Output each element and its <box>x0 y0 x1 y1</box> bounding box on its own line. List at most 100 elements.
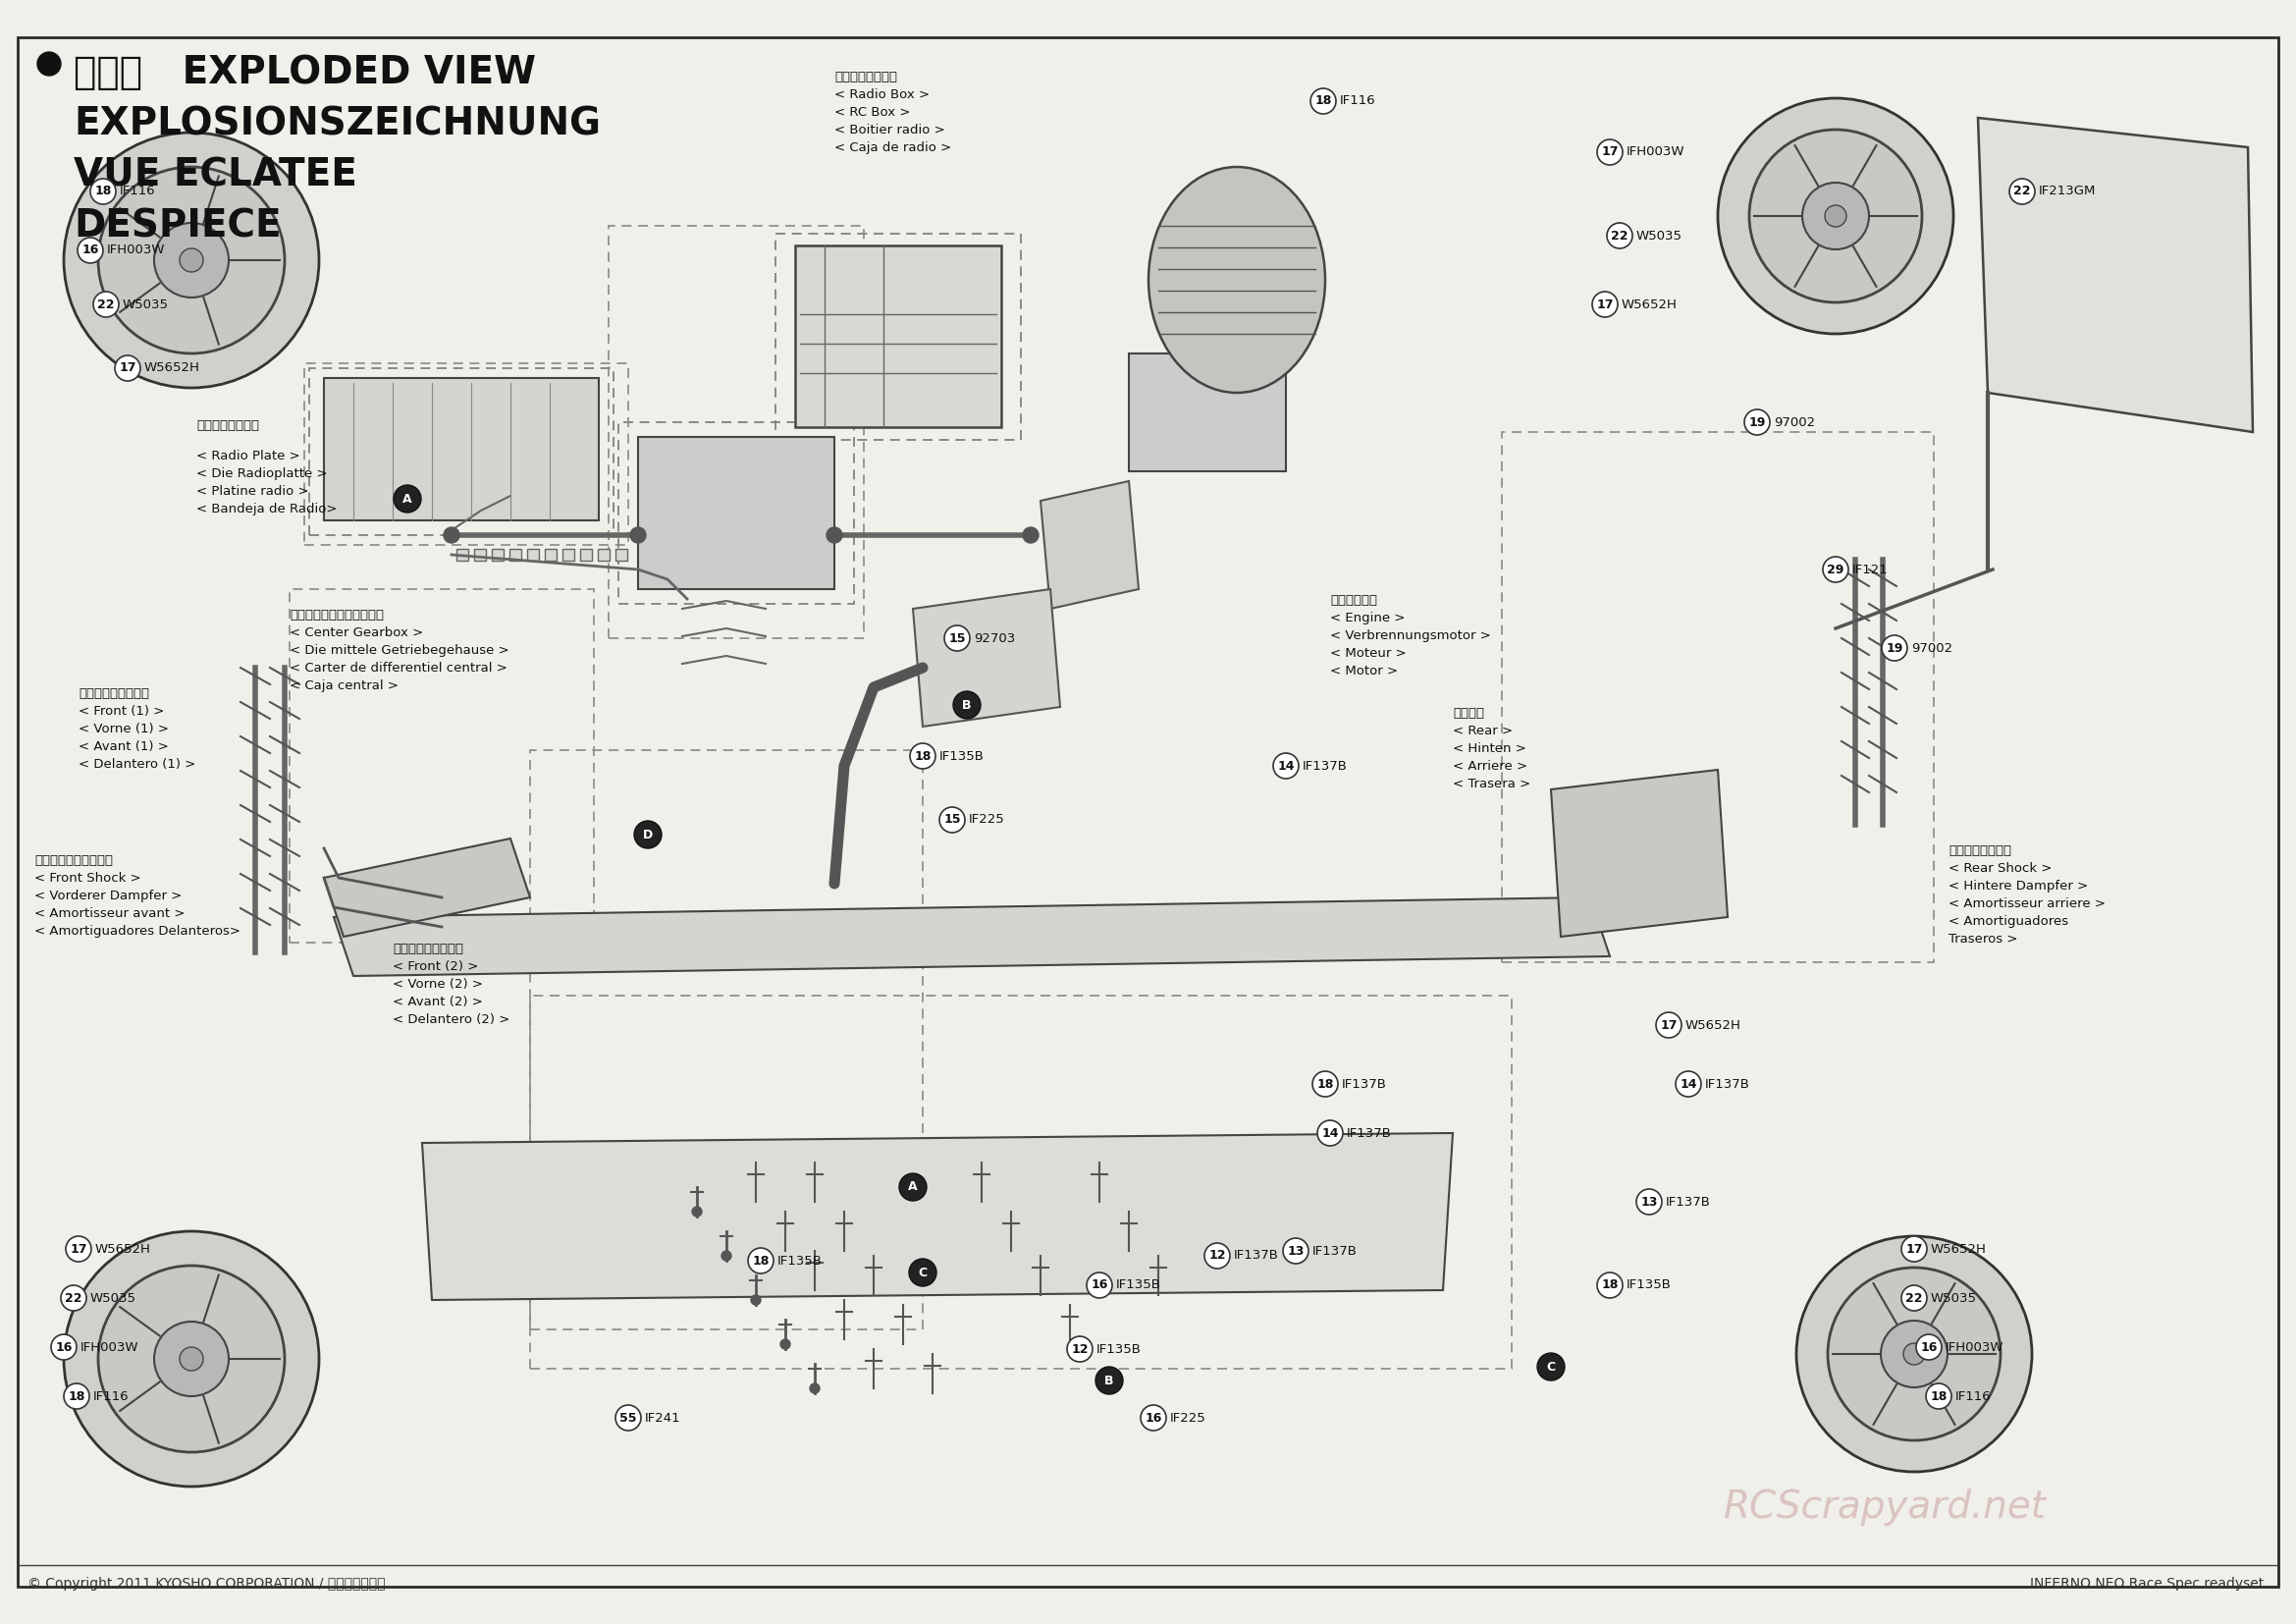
Circle shape <box>67 1236 92 1262</box>
Bar <box>597 549 608 560</box>
Text: D: D <box>643 828 652 841</box>
Circle shape <box>115 356 140 382</box>
Circle shape <box>1095 1367 1123 1395</box>
Text: ＜フロント（１）＞: ＜フロント（１）＞ <box>78 687 149 700</box>
Circle shape <box>900 1173 928 1200</box>
Circle shape <box>827 528 843 542</box>
Circle shape <box>1205 1242 1231 1268</box>
Polygon shape <box>324 838 530 937</box>
Text: 18: 18 <box>69 1390 85 1403</box>
Text: 17: 17 <box>1906 1242 1922 1255</box>
Text: 22: 22 <box>64 1291 83 1304</box>
Circle shape <box>1901 1236 1926 1262</box>
Text: IF116: IF116 <box>1341 94 1375 107</box>
Circle shape <box>94 292 119 317</box>
Text: 17: 17 <box>119 362 135 375</box>
Circle shape <box>909 1259 937 1286</box>
Text: 16: 16 <box>1091 1278 1109 1291</box>
Text: C: C <box>918 1267 928 1278</box>
Circle shape <box>154 222 230 297</box>
Bar <box>1130 354 1286 471</box>
Text: 17: 17 <box>69 1242 87 1255</box>
Circle shape <box>1274 754 1300 778</box>
Text: W5035: W5035 <box>122 297 170 310</box>
Circle shape <box>748 1247 774 1273</box>
Text: 29: 29 <box>1828 564 1844 577</box>
Text: W5652H: W5652H <box>1685 1018 1740 1031</box>
Text: 18: 18 <box>1316 94 1332 107</box>
Circle shape <box>1917 1335 1942 1359</box>
Circle shape <box>99 1265 285 1452</box>
Text: 19: 19 <box>1750 416 1766 429</box>
Text: W5652H: W5652H <box>1931 1242 1986 1255</box>
Text: IFH003W: IFH003W <box>80 1341 138 1353</box>
Text: 22: 22 <box>1612 229 1628 242</box>
Text: ＜フロント（２）＞: ＜フロント（２）＞ <box>393 942 464 955</box>
Circle shape <box>781 1340 790 1350</box>
Circle shape <box>1538 1353 1564 1380</box>
Text: IF116: IF116 <box>94 1390 129 1403</box>
Text: IF137B: IF137B <box>1313 1244 1357 1257</box>
Text: IF213GM: IF213GM <box>2039 185 2096 198</box>
Text: < Rear Shock >
< Hintere Dampfer >
< Amortisseur arriere >
< Amortiguadores
Tras: < Rear Shock > < Hintere Dampfer > < Amo… <box>1949 862 2105 945</box>
Bar <box>618 422 854 604</box>
Polygon shape <box>914 590 1061 726</box>
Text: IFH003W: IFH003W <box>1945 1341 2004 1353</box>
Circle shape <box>1795 1236 2032 1471</box>
Text: IF116: IF116 <box>119 185 156 198</box>
Circle shape <box>1637 1189 1662 1215</box>
Text: IF241: IF241 <box>645 1411 682 1424</box>
Bar <box>615 549 627 560</box>
Polygon shape <box>1552 770 1727 937</box>
Text: 分解図   EXPLODED VIEW: 分解図 EXPLODED VIEW <box>73 54 535 91</box>
Circle shape <box>51 1335 76 1359</box>
Text: ＜リヤダンパー＞: ＜リヤダンパー＞ <box>1949 844 2011 857</box>
Bar <box>563 549 574 560</box>
Text: 16: 16 <box>55 1341 73 1353</box>
Circle shape <box>1591 292 1619 317</box>
Text: 22: 22 <box>2014 185 2030 198</box>
Circle shape <box>1086 1273 1111 1298</box>
Text: 22: 22 <box>96 297 115 310</box>
Text: IF135B: IF135B <box>1097 1343 1141 1356</box>
Circle shape <box>691 1207 703 1216</box>
Circle shape <box>393 486 420 513</box>
Text: IF137B: IF137B <box>1302 760 1348 773</box>
Circle shape <box>1607 222 1632 248</box>
Circle shape <box>78 237 103 263</box>
Text: < Boitier radio >: < Boitier radio > <box>833 123 946 136</box>
Circle shape <box>615 1405 641 1431</box>
Text: 19: 19 <box>1885 641 1903 654</box>
Circle shape <box>1745 409 1770 435</box>
Bar <box>528 549 540 560</box>
Text: 14: 14 <box>1322 1127 1339 1140</box>
Text: IF135B: IF135B <box>778 1254 822 1267</box>
Circle shape <box>1141 1405 1166 1431</box>
Text: A: A <box>909 1181 918 1194</box>
Bar <box>608 226 863 638</box>
Text: 18: 18 <box>914 750 932 762</box>
Text: RCScrapyard.net: RCScrapyard.net <box>1724 1489 2046 1527</box>
Circle shape <box>179 248 202 271</box>
Text: W5652H: W5652H <box>145 362 200 375</box>
Text: < Front (1) >
< Vorne (1) >
< Avant (1) >
< Delantero (1) >: < Front (1) > < Vorne (1) > < Avant (1) … <box>78 705 195 771</box>
Polygon shape <box>333 898 1609 976</box>
Circle shape <box>953 692 980 719</box>
Text: C: C <box>1548 1361 1554 1374</box>
Circle shape <box>443 528 459 542</box>
Bar <box>544 549 556 560</box>
Text: < RC Box >: < RC Box > <box>833 106 912 119</box>
Text: 18: 18 <box>94 185 113 198</box>
Text: 22: 22 <box>1906 1291 1922 1304</box>
Text: © Copyright 2011 KYOSHO CORPORATION / 禁無断転載複製: © Copyright 2011 KYOSHO CORPORATION / 禁無… <box>28 1577 386 1590</box>
Text: W5035: W5035 <box>90 1291 135 1304</box>
Text: 17: 17 <box>1600 146 1619 159</box>
Bar <box>289 590 595 942</box>
Text: 18: 18 <box>1600 1278 1619 1291</box>
Circle shape <box>1825 205 1846 227</box>
Circle shape <box>64 133 319 388</box>
Circle shape <box>1926 1384 1952 1410</box>
Text: IF135B: IF135B <box>939 750 985 762</box>
Text: B: B <box>1104 1374 1114 1387</box>
Text: IFH003W: IFH003W <box>108 244 165 257</box>
